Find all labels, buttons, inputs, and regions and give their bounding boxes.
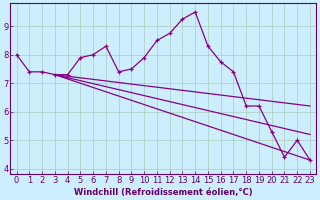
X-axis label: Windchill (Refroidissement éolien,°C): Windchill (Refroidissement éolien,°C) [74,188,252,197]
